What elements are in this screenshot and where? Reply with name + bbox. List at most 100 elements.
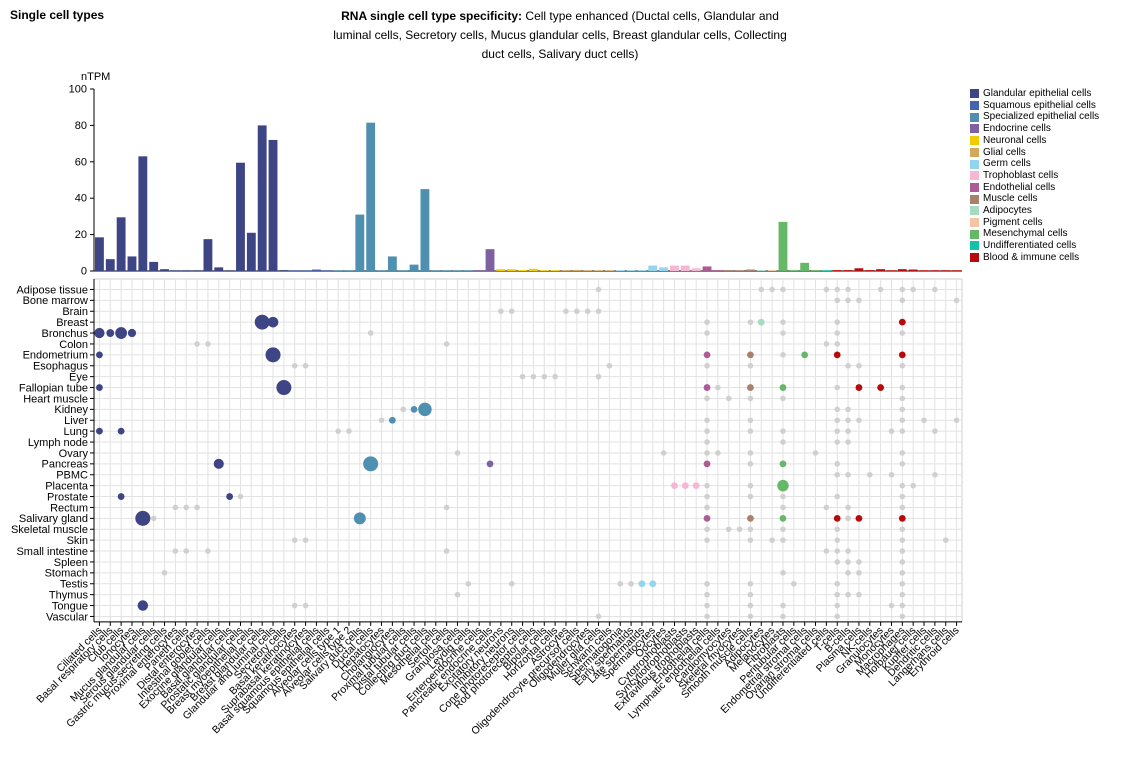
bar (236, 162, 245, 271)
bar (181, 270, 191, 271)
bar (474, 270, 484, 271)
legend-item[interactable]: Glial cells (970, 147, 1099, 159)
bar (637, 270, 647, 271)
bar (290, 270, 300, 271)
dot (769, 537, 775, 543)
bar (322, 270, 332, 271)
dot (779, 460, 787, 468)
dot (953, 297, 960, 304)
tissue-label: Skeletal muscle (11, 524, 88, 536)
grid-frame (93, 278, 963, 623)
dot (715, 384, 721, 391)
dot (823, 286, 830, 293)
legend-swatch (970, 171, 979, 181)
bar (127, 256, 137, 271)
dot (856, 362, 862, 369)
bar (670, 265, 679, 271)
dot (845, 286, 851, 293)
legend-item[interactable]: Germ cells (970, 158, 1099, 170)
y-tick-label: 60 (75, 156, 87, 168)
legend-label: Blood & immune cells (983, 251, 1080, 263)
legend-item[interactable]: Adipocytes (970, 205, 1099, 217)
bar (572, 269, 582, 271)
dot (302, 362, 309, 369)
dot (834, 580, 841, 587)
dot (267, 316, 279, 328)
dot (704, 537, 710, 543)
dot (845, 362, 851, 369)
bar (442, 270, 452, 271)
dot (704, 504, 710, 511)
dot (823, 341, 830, 347)
dot (302, 602, 309, 609)
dot (704, 439, 710, 445)
bar (355, 214, 365, 271)
y-axis-label: nTPM (81, 71, 110, 83)
legend-swatch (970, 182, 979, 192)
legend-item[interactable]: Undifferentiated cells (970, 240, 1099, 252)
dot (845, 548, 851, 554)
dot (127, 328, 137, 338)
dot (454, 450, 461, 456)
dot (117, 493, 125, 500)
dot (834, 330, 841, 336)
dot (834, 319, 841, 325)
dot (137, 600, 149, 611)
tissue-label: Small intestine (16, 546, 88, 558)
legend-item[interactable]: Mesenchymal cells (970, 228, 1099, 240)
dot (563, 308, 569, 315)
dot (834, 428, 841, 434)
legend-item[interactable]: Squamous epithelial cells (970, 100, 1099, 112)
bar (800, 262, 810, 271)
dot (899, 537, 906, 543)
dot (834, 602, 841, 609)
bar (724, 270, 734, 271)
legend-item[interactable]: Pigment cells (970, 217, 1099, 229)
dot (780, 330, 786, 336)
bar (95, 237, 104, 271)
legend-item[interactable]: Blood & immune cells (970, 252, 1099, 264)
dot (465, 580, 472, 587)
bar (138, 156, 148, 271)
bar (485, 249, 495, 271)
bar (366, 122, 376, 271)
bar (279, 270, 289, 271)
dot (335, 428, 341, 434)
chart-title: RNA single cell type specificity: Cell t… (330, 7, 790, 64)
bar (887, 270, 896, 271)
dot (454, 591, 461, 598)
dot (747, 537, 754, 543)
dot (302, 537, 309, 543)
legend-item[interactable]: Trophoblast cells (970, 170, 1099, 182)
dot (932, 428, 938, 434)
legend-item[interactable]: Specialized epithelial cells (970, 111, 1099, 123)
bar (919, 270, 929, 271)
bar (225, 270, 235, 271)
dot (649, 580, 657, 588)
dot (910, 286, 916, 293)
dot (855, 514, 863, 522)
legend-item[interactable]: Muscle cells (970, 193, 1099, 205)
bar (952, 270, 961, 271)
legend-item[interactable]: Endothelial cells (970, 182, 1099, 194)
tissue-label: Fallopian tube (19, 382, 88, 394)
legend-label: Endocrine cells (983, 123, 1051, 135)
bar (496, 269, 506, 271)
legend-item[interactable]: Glandular epithelial cells (970, 88, 1099, 100)
dot (94, 327, 105, 339)
bar (691, 268, 701, 271)
dot (725, 395, 732, 402)
legend-swatch (970, 229, 979, 239)
dot (703, 514, 711, 522)
legend-item[interactable]: Endocrine cells (970, 123, 1099, 135)
legend-swatch (970, 101, 979, 111)
dot (899, 461, 906, 467)
legend-item[interactable]: Neuronal cells (970, 135, 1099, 147)
dot (704, 591, 710, 598)
dot (747, 613, 754, 620)
dot (899, 417, 906, 424)
bar (170, 270, 180, 271)
bar (214, 267, 224, 271)
tissue-label: Eye (69, 371, 88, 383)
